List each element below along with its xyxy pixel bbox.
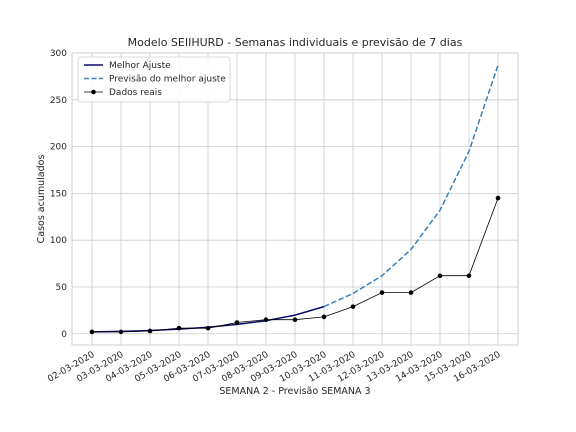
data-point — [118, 329, 124, 335]
data-point — [234, 320, 240, 325]
y-axis-label: Casos acumulados — [36, 155, 47, 244]
legend-label-2: Dados reais — [109, 88, 162, 98]
data-point — [263, 317, 269, 323]
data-point — [350, 304, 356, 309]
data-point — [408, 290, 414, 295]
y-tick-label: 0 — [61, 330, 67, 340]
data-point — [379, 290, 385, 295]
y-tick-label: 300 — [50, 49, 67, 59]
data-point — [292, 317, 298, 323]
chart-title: Modelo SEIIHURD - Semanas individuais e … — [128, 36, 463, 49]
y-tick-label: 250 — [50, 96, 67, 106]
y-tick-label: 150 — [50, 189, 67, 199]
data-point — [147, 328, 153, 334]
y-tick-label: 50 — [56, 283, 68, 293]
data-point — [176, 325, 182, 331]
x-ticks: 02-03-202003-03-202004-03-202005-03-2020… — [46, 350, 503, 385]
data-point — [466, 273, 472, 279]
y-tick-label: 100 — [50, 236, 67, 246]
data-point — [205, 325, 211, 331]
y-tick-label: 200 — [50, 143, 67, 153]
legend-marker — [91, 89, 96, 95]
legend-label-1: Previsão do melhor ajuste — [109, 75, 226, 85]
data-point — [321, 314, 327, 320]
legend-box — [77, 56, 231, 103]
data-point — [437, 273, 443, 279]
y-ticks: 0 50 100 150 200 250 300 — [50, 49, 67, 340]
x-axis-label: SEMANA 2 - Previsão SEMANA 3 — [219, 386, 370, 397]
series-line-1 — [323, 64, 499, 308]
legend: Melhor Ajuste Previsão do melhor ajuste Da… — [77, 56, 231, 103]
series-layer — [89, 64, 501, 335]
legend-label-0: Melhor Ajuste — [109, 61, 171, 71]
data-point — [495, 195, 501, 201]
data-point — [89, 329, 95, 335]
